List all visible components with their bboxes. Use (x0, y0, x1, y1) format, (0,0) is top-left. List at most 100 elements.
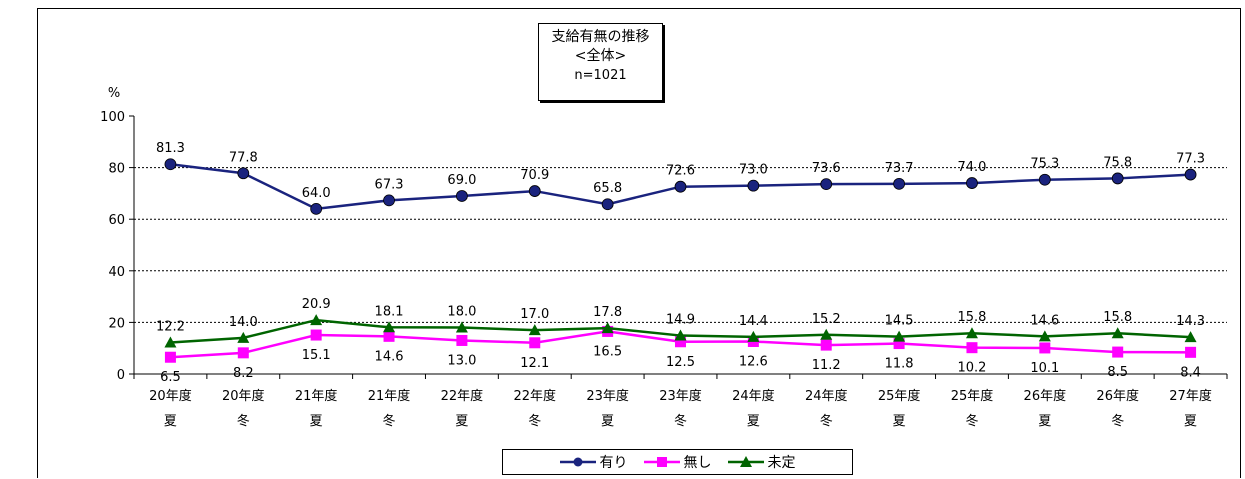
legend-swatch-2 (727, 456, 764, 467)
data-point-1-5 (529, 337, 541, 349)
data-label-1-13: 8.5 (1107, 365, 1128, 380)
data-label-2-4: 18.0 (447, 305, 476, 320)
x-tick-label-3-line2: 冬 (383, 413, 396, 429)
x-tick-label-8-line2: 夏 (747, 414, 760, 429)
data-point-1-13 (1112, 346, 1124, 358)
data-label-0-10: 73.7 (885, 161, 914, 176)
data-point-0-5 (528, 185, 541, 197)
data-label-0-12: 75.3 (1030, 157, 1059, 172)
data-point-1-10 (893, 338, 905, 350)
x-tick-label-0-line1: 20年度 (149, 388, 192, 404)
data-label-0-9: 73.6 (812, 161, 841, 176)
data-point-0-6 (601, 198, 614, 211)
data-point-0-1 (237, 167, 250, 180)
x-tick-label-4-line2: 夏 (455, 414, 468, 429)
chart-title: 支給有無の推移 (551, 29, 650, 45)
x-tick-label-2-line1: 21年度 (295, 388, 338, 404)
chart-legend: 有り 無し 未定 (502, 449, 853, 475)
x-tick-label-1-line1: 20年度 (222, 388, 265, 404)
data-label-2-13: 15.8 (1103, 310, 1132, 325)
data-label-2-7: 14.9 (666, 313, 695, 328)
data-point-1-9 (820, 339, 832, 351)
data-point-2-7 (674, 329, 687, 341)
data-label-2-1: 14.0 (229, 315, 258, 330)
data-point-1-14 (1185, 346, 1197, 358)
data-label-0-14: 77.3 (1176, 152, 1205, 167)
data-label-1-12: 10.1 (1030, 361, 1059, 376)
data-point-2-9 (820, 328, 833, 340)
data-label-0-3: 67.3 (375, 177, 404, 192)
x-tick-label-13-line2: 冬 (1111, 413, 1124, 429)
legend-item-0: 有り (559, 452, 628, 472)
y-tick-label-60: 60 (108, 213, 125, 228)
data-label-2-9: 15.2 (812, 312, 841, 327)
x-tick-label-4-line1: 22年度 (441, 388, 484, 404)
data-label-0-13: 75.8 (1103, 155, 1132, 170)
y-tick-label-80: 80 (108, 162, 125, 177)
legend-item-1: 無し (643, 452, 712, 472)
x-tick-label-8-line1: 24年度 (732, 388, 775, 404)
data-point-2-12 (1038, 330, 1051, 342)
chart-sample-size: n=1021 (574, 68, 627, 83)
data-point-1-1 (237, 347, 249, 359)
data-label-1-1: 8.2 (233, 366, 254, 381)
legend-label-2: 未定 (767, 455, 796, 471)
data-point-2-0 (164, 336, 177, 348)
data-point-0-2 (310, 202, 323, 215)
x-tick-label-11-line2: 冬 (965, 413, 978, 429)
data-label-1-14: 8.4 (1180, 365, 1201, 380)
data-point-0-14 (1184, 168, 1197, 181)
data-point-2-14 (1184, 331, 1197, 343)
x-tick-label-7-line2: 冬 (674, 413, 687, 429)
data-label-1-10: 11.8 (885, 357, 914, 372)
legend-item-2: 未定 (727, 452, 796, 472)
x-tick-label-7-line1: 23年度 (659, 388, 702, 404)
data-point-0-12 (1038, 173, 1051, 186)
y-tick-label-20: 20 (108, 316, 125, 331)
data-point-2-6 (601, 322, 614, 334)
data-point-2-5 (528, 324, 541, 336)
data-point-0-3 (383, 194, 395, 207)
legend-label-0: 有り (599, 455, 628, 471)
data-point-0-9 (820, 178, 833, 191)
data-label-1-8: 12.6 (739, 354, 768, 369)
x-tick-label-5-line1: 22年度 (513, 388, 556, 404)
x-tick-label-13-line1: 26年度 (1096, 388, 1139, 404)
data-label-2-3: 18.1 (375, 304, 404, 319)
data-point-0-10 (893, 177, 905, 190)
data-point-2-8 (747, 330, 760, 342)
x-tick-label-2-line2: 夏 (310, 414, 323, 429)
data-point-2-2 (310, 314, 323, 326)
x-tick-label-10-line1: 25年度 (878, 388, 921, 404)
data-label-2-12: 14.6 (1030, 313, 1059, 328)
x-tick-label-14-line1: 27年度 (1169, 388, 1212, 404)
data-label-1-5: 12.1 (520, 356, 549, 371)
x-tick-label-10-line2: 夏 (893, 414, 906, 429)
data-point-2-11 (965, 327, 978, 339)
data-point-0-7 (674, 180, 687, 193)
data-label-2-5: 17.0 (520, 307, 549, 322)
data-point-2-4 (455, 321, 468, 333)
x-tick-label-12-line2: 夏 (1038, 414, 1051, 429)
data-label-0-1: 77.8 (229, 150, 258, 165)
x-tick-label-11-line1: 25年度 (951, 388, 994, 404)
data-point-0-11 (966, 177, 978, 189)
data-label-1-6: 16.5 (593, 344, 622, 359)
data-point-2-13 (1111, 327, 1124, 339)
data-point-0-8 (747, 179, 760, 192)
data-label-2-2: 20.9 (302, 297, 331, 312)
data-label-0-2: 64.0 (302, 186, 331, 201)
data-label-0-0: 81.3 (156, 141, 185, 156)
x-tick-label-9-line2: 冬 (820, 413, 833, 429)
x-tick-label-9-line1: 24年度 (805, 388, 848, 404)
data-point-1-11 (966, 342, 978, 354)
data-point-2-10 (893, 330, 906, 342)
data-point-1-12 (1039, 342, 1051, 354)
data-point-1-2 (310, 329, 322, 341)
data-label-2-0: 12.2 (156, 320, 185, 335)
data-label-1-3: 14.6 (375, 349, 404, 364)
x-tick-label-3-line1: 21年度 (368, 388, 411, 404)
data-label-2-14: 14.3 (1176, 314, 1205, 329)
data-label-2-6: 17.8 (593, 305, 622, 320)
